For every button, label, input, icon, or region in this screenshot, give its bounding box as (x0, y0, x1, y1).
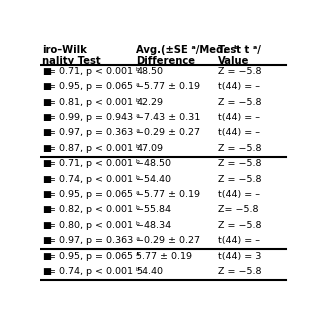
Text: = 0.97, p = 0.363 ᵃ: = 0.97, p = 0.363 ᵃ (48, 129, 140, 138)
Text: −5.77 ± 0.19: −5.77 ± 0.19 (136, 190, 200, 199)
Text: ■: ■ (42, 252, 51, 261)
Text: = 0.74, p < 0.001 ᵇ: = 0.74, p < 0.001 ᵇ (48, 267, 140, 276)
Text: ■: ■ (42, 175, 51, 184)
Text: Z = −5.8: Z = −5.8 (218, 144, 262, 153)
Text: −5.77 ± 0.19: −5.77 ± 0.19 (136, 82, 200, 91)
Text: t(44) = –: t(44) = – (218, 82, 260, 91)
Text: ■: ■ (42, 113, 51, 122)
Text: ■: ■ (42, 205, 51, 214)
Text: 48.50: 48.50 (136, 67, 163, 76)
Text: −0.29 ± 0.27: −0.29 ± 0.27 (136, 236, 200, 245)
Text: ■: ■ (42, 82, 51, 91)
Text: ■: ■ (42, 144, 51, 153)
Text: Z = −5.8: Z = −5.8 (218, 67, 262, 76)
Text: = 0.74, p < 0.001 ᵇ: = 0.74, p < 0.001 ᵇ (48, 175, 140, 184)
Text: = 0.95, p = 0.065 ᵃ: = 0.95, p = 0.065 ᵃ (48, 190, 140, 199)
Text: −48.34: −48.34 (136, 221, 171, 230)
Text: −0.29 ± 0.27: −0.29 ± 0.27 (136, 129, 200, 138)
Text: = 0.80, p < 0.001 ᵇ: = 0.80, p < 0.001 ᵇ (48, 221, 140, 230)
Text: 47.09: 47.09 (136, 144, 163, 153)
Text: t(44) = 3: t(44) = 3 (218, 252, 262, 261)
Text: iro–Wilk
nality Test: iro–Wilk nality Test (42, 44, 101, 66)
Text: ■: ■ (42, 221, 51, 230)
Text: = 0.87, p < 0.001 ᵇ: = 0.87, p < 0.001 ᵇ (48, 144, 140, 153)
Text: ■: ■ (42, 98, 51, 107)
Text: −55.84: −55.84 (136, 205, 171, 214)
Text: = 0.97, p = 0.363 ᵃ: = 0.97, p = 0.363 ᵃ (48, 236, 140, 245)
Text: Avg.(±SE ᵃ/Med.  ᵇ
Difference: Avg.(±SE ᵃ/Med. ᵇ Difference (136, 44, 239, 66)
Text: = 0.71, p < 0.001 ᵇ: = 0.71, p < 0.001 ᵇ (48, 67, 140, 76)
Text: Z = −5.8: Z = −5.8 (218, 175, 262, 184)
Text: = 0.82, p < 0.001 ᵇ: = 0.82, p < 0.001 ᵇ (48, 205, 140, 214)
Text: Test t ᵃ/
Value: Test t ᵃ/ Value (218, 44, 261, 66)
Text: = 0.95, p = 0.065 ᵃ: = 0.95, p = 0.065 ᵃ (48, 82, 140, 91)
Text: ■: ■ (42, 236, 51, 245)
Text: −48.50: −48.50 (136, 159, 171, 168)
Text: ■: ■ (42, 267, 51, 276)
Text: ■: ■ (42, 67, 51, 76)
Text: ■: ■ (42, 129, 51, 138)
Text: t(44) = –: t(44) = – (218, 129, 260, 138)
Text: = 0.95, p = 0.065 ᵃ: = 0.95, p = 0.065 ᵃ (48, 252, 140, 261)
Text: t(44) = –: t(44) = – (218, 113, 260, 122)
Text: Z= −5.8: Z= −5.8 (218, 205, 259, 214)
Text: −7.43 ± 0.31: −7.43 ± 0.31 (136, 113, 200, 122)
Text: = 0.81, p < 0.001 ᵇ: = 0.81, p < 0.001 ᵇ (48, 98, 140, 107)
Text: 54.40: 54.40 (136, 267, 163, 276)
Text: ■: ■ (42, 190, 51, 199)
Text: = 0.99, p = 0.943 ᵃ: = 0.99, p = 0.943 ᵃ (48, 113, 140, 122)
Text: Z = −5.8: Z = −5.8 (218, 221, 262, 230)
Text: t(44) = –: t(44) = – (218, 236, 260, 245)
Text: −54.40: −54.40 (136, 175, 171, 184)
Text: ■: ■ (42, 159, 51, 168)
Text: 5.77 ± 0.19: 5.77 ± 0.19 (136, 252, 192, 261)
Text: = 0.71, p < 0.001 ᵇ: = 0.71, p < 0.001 ᵇ (48, 159, 140, 168)
Text: Z = −5.8: Z = −5.8 (218, 98, 262, 107)
Text: t(44) = –: t(44) = – (218, 190, 260, 199)
Text: 42.29: 42.29 (136, 98, 163, 107)
Text: Z = −5.8: Z = −5.8 (218, 267, 262, 276)
Text: Z = −5.8: Z = −5.8 (218, 159, 262, 168)
